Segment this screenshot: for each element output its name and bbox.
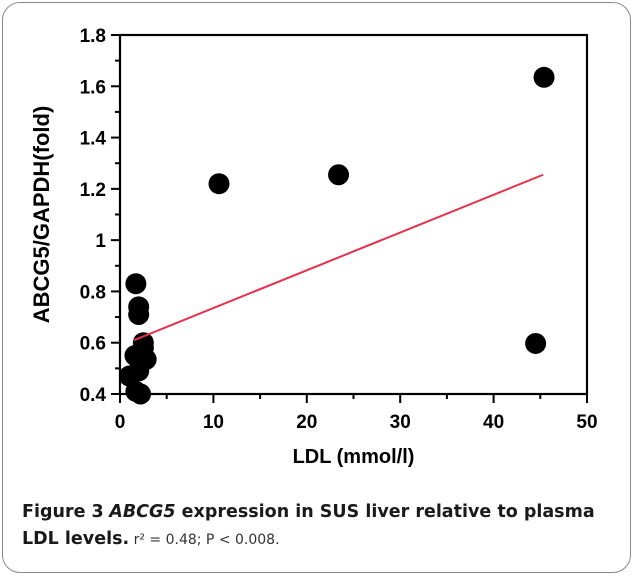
x-tick-label: 20 <box>296 412 317 433</box>
x-axis-label: LDL (mmol/l) <box>293 446 415 468</box>
data-point <box>130 383 152 405</box>
y-tick-label: 1.8 <box>80 26 106 47</box>
caption-stats: r² = 0.48; P < 0.008. <box>129 532 280 548</box>
caption-title: expression in SUS liver relative to plas… <box>22 502 595 549</box>
data-point <box>128 360 150 382</box>
plot-area-border <box>118 33 589 396</box>
data-point <box>525 332 547 354</box>
x-tick-label: 0 <box>115 412 126 433</box>
data-point <box>533 66 555 88</box>
y-tick-label: 0.4 <box>80 385 107 406</box>
x-tick-label: 50 <box>576 412 597 433</box>
data-point <box>328 164 350 186</box>
x-tick-label: 30 <box>390 412 411 433</box>
y-tick-label: 0.6 <box>80 334 106 355</box>
y-tick-label: 1.4 <box>80 129 107 150</box>
caption-figure-label: Figure 3 <box>22 502 104 522</box>
caption-gene: ABCG5 <box>109 502 176 522</box>
y-tick-label: 0.8 <box>80 282 106 303</box>
y-tick-label: 1 <box>95 231 106 252</box>
axes: 0 10 20 30 40 50 0.4 0.6 0.8 1 1.2 1.4 1.6 1.8 LDL (mm… <box>29 26 598 468</box>
y-tick-label: 1.6 <box>80 77 106 98</box>
data-point <box>125 273 147 295</box>
y-tick-label: 1.2 <box>80 180 106 201</box>
data-point <box>128 304 150 326</box>
y-axis-label: ABCG5/GAPDH(fold) <box>29 106 54 324</box>
scatter-chart: 0 10 20 30 40 50 0.4 0.6 0.8 1 1.2 1.4 1.6 1.8 LDL (mm… <box>29 26 598 468</box>
x-tick-label: 40 <box>483 412 504 433</box>
x-tick-label: 10 <box>203 412 224 433</box>
data-points <box>118 66 555 405</box>
data-point <box>208 173 230 195</box>
trendline-group <box>133 173 544 342</box>
figure-caption: Figure 3 ABCG5 expression in SUS liver r… <box>22 499 622 554</box>
regression-line <box>133 173 544 342</box>
